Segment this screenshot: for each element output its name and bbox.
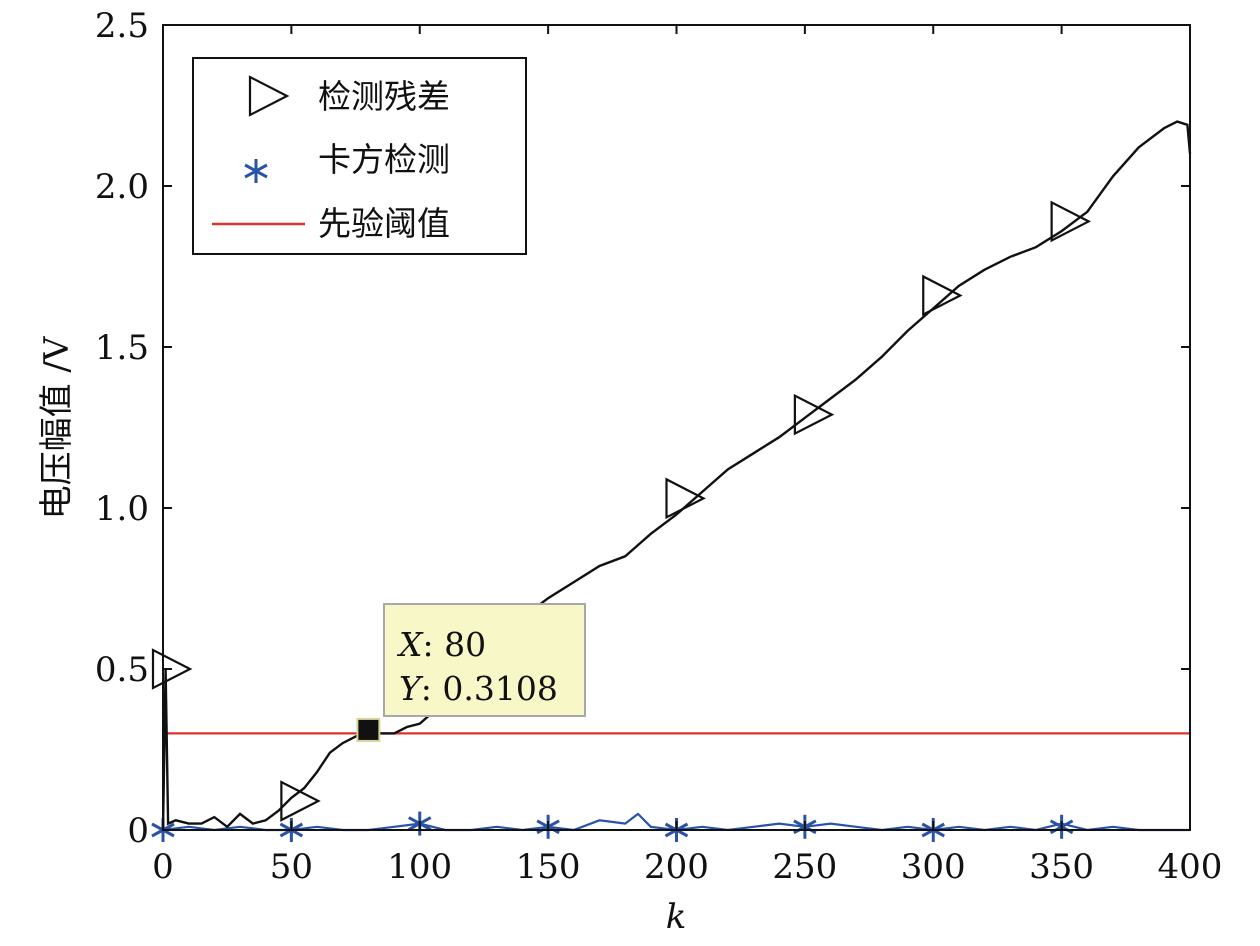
x-tick-label: 150 [516,847,581,887]
y-tick-label: 1.5 [95,328,149,368]
legend-label-chi-square: 卡方检测 [318,140,450,179]
residual-marker [1050,200,1092,243]
residual-marker [280,780,321,822]
datatip-x-text: X: 80 [396,625,486,664]
residual-marker [665,477,706,520]
residual-marker [793,393,835,436]
x-tick-label: 250 [772,847,837,887]
y-tick-label: 2.0 [95,167,149,207]
x-tick-label: 400 [1158,847,1223,887]
x-tick-label: 300 [901,847,966,887]
x-tick-label: 350 [1029,847,1094,887]
series-line-residual [161,120,1192,831]
x-tick-label: 100 [387,847,452,887]
asterisk-marker-icon [244,159,268,183]
y-tick-label: 0.5 [95,650,149,690]
residual-marker [922,274,963,317]
legend-box [192,57,527,255]
y-tick-label: 0 [127,811,149,851]
residual-marker [151,648,193,690]
y-tick-label: 2.5 [95,6,149,46]
datatip-marker [356,717,381,742]
x-tick-label: 0 [152,847,174,887]
legend: 检测残差 卡方检测 先验阈值 [192,57,527,255]
y-tick-label: 1.0 [95,489,149,529]
x-tick-label: 50 [270,847,313,887]
x-axis-label: k [666,897,687,937]
triangle-right-marker-icon [248,75,290,117]
x-tick-label: 200 [644,847,709,887]
datatip: X: 80 Y: 0.3108 [383,603,586,717]
ticks-layer: 0 50 100 150 200 250 300 350 400 0 0.5 1.0 1.5 2.0 2.5 [95,6,1223,887]
datatip-y-text: Y: 0.3108 [399,669,558,708]
legend-label-threshold: 先验阈值 [318,204,450,243]
datatip-box [383,603,586,717]
y-axis-label: 电压幅值 /V [37,335,77,519]
legend-label-residual: 检测残差 [318,77,450,116]
